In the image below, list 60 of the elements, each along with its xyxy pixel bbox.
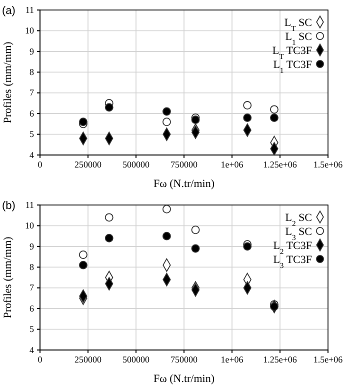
point — [162, 118, 171, 126]
chart-title: (b) — [2, 200, 16, 212]
y-tick-label: 4 — [30, 344, 34, 355]
x-axis-title: Fω (N.tr/min) — [153, 373, 215, 385]
y-tick-label: 6 — [30, 303, 34, 314]
y-tick-label: 6 — [30, 108, 34, 118]
legend-label: L$_{2}$ TC3F — [273, 240, 312, 256]
y-tick-label: 11 — [25, 200, 34, 210]
point — [270, 113, 278, 122]
x-tick-label: 1.5e+06 — [313, 159, 344, 170]
legend-label: L$_{T}$ TC3F — [272, 45, 312, 60]
point — [162, 204, 171, 214]
point — [162, 107, 171, 116]
point — [243, 101, 252, 110]
x-axis-title: Fω (N.tr/min) — [153, 178, 215, 190]
point — [191, 226, 200, 234]
y-tick-label: 7 — [30, 88, 34, 98]
x-tick-label: 750000 — [170, 159, 198, 170]
y-axis-title: Profiles (mm/mm) — [2, 236, 14, 318]
y-tick-label: 8 — [30, 262, 34, 272]
x-tick-label: 250000 — [74, 354, 102, 364]
chart-title: (a) — [2, 5, 16, 17]
x-tick-label: 0 — [38, 354, 43, 364]
point — [78, 250, 88, 259]
x-tick-label: 500000 — [122, 354, 150, 364]
y-tick-label: 9 — [30, 46, 34, 56]
y-tick-label: 9 — [30, 241, 34, 252]
x-tick-label: 1.5e+06 — [313, 354, 344, 364]
point — [104, 103, 114, 112]
y-tick-label: 4 — [30, 150, 34, 160]
x-tick-label: 1e+06 — [220, 354, 244, 364]
point — [104, 234, 114, 242]
point — [270, 105, 278, 114]
y-tick-label: 10 — [25, 220, 34, 231]
y-tick-label: 8 — [30, 67, 34, 78]
y-tick-label: 5 — [30, 129, 34, 140]
legend-label: L$_{2}$ SC — [285, 212, 312, 228]
legend-label: L$_{T}$ SC — [284, 17, 312, 32]
y-tick-label: 7 — [30, 282, 34, 293]
x-tick-label: 0 — [38, 159, 43, 170]
x-tick-label: 750000 — [170, 354, 198, 364]
y-axis-title: Profiles (mm/mm) — [2, 41, 14, 124]
legend-label: L$_{1}$ TC3F — [273, 59, 312, 74]
legend-label: L$_{3}$ TC3F — [273, 254, 312, 270]
point — [191, 244, 200, 253]
point — [243, 113, 252, 122]
legend-label: L$_{3}$ SC — [285, 226, 312, 242]
x-tick-label: 1e+06 — [220, 159, 244, 170]
x-tick-label: 1.25e+06 — [263, 159, 298, 170]
point — [104, 213, 114, 222]
x-tick-label: 250000 — [74, 159, 102, 170]
y-tick-label: 5 — [30, 324, 34, 334]
y-tick-label: 11 — [25, 4, 34, 15]
y-tick-label: 10 — [25, 26, 34, 36]
point — [78, 260, 88, 270]
x-tick-label: 1.25e+06 — [263, 354, 298, 364]
x-tick-label: 500000 — [122, 159, 150, 170]
legend-label: L$_{1}$ SC — [285, 31, 312, 46]
point — [191, 116, 200, 124]
point — [162, 232, 171, 240]
